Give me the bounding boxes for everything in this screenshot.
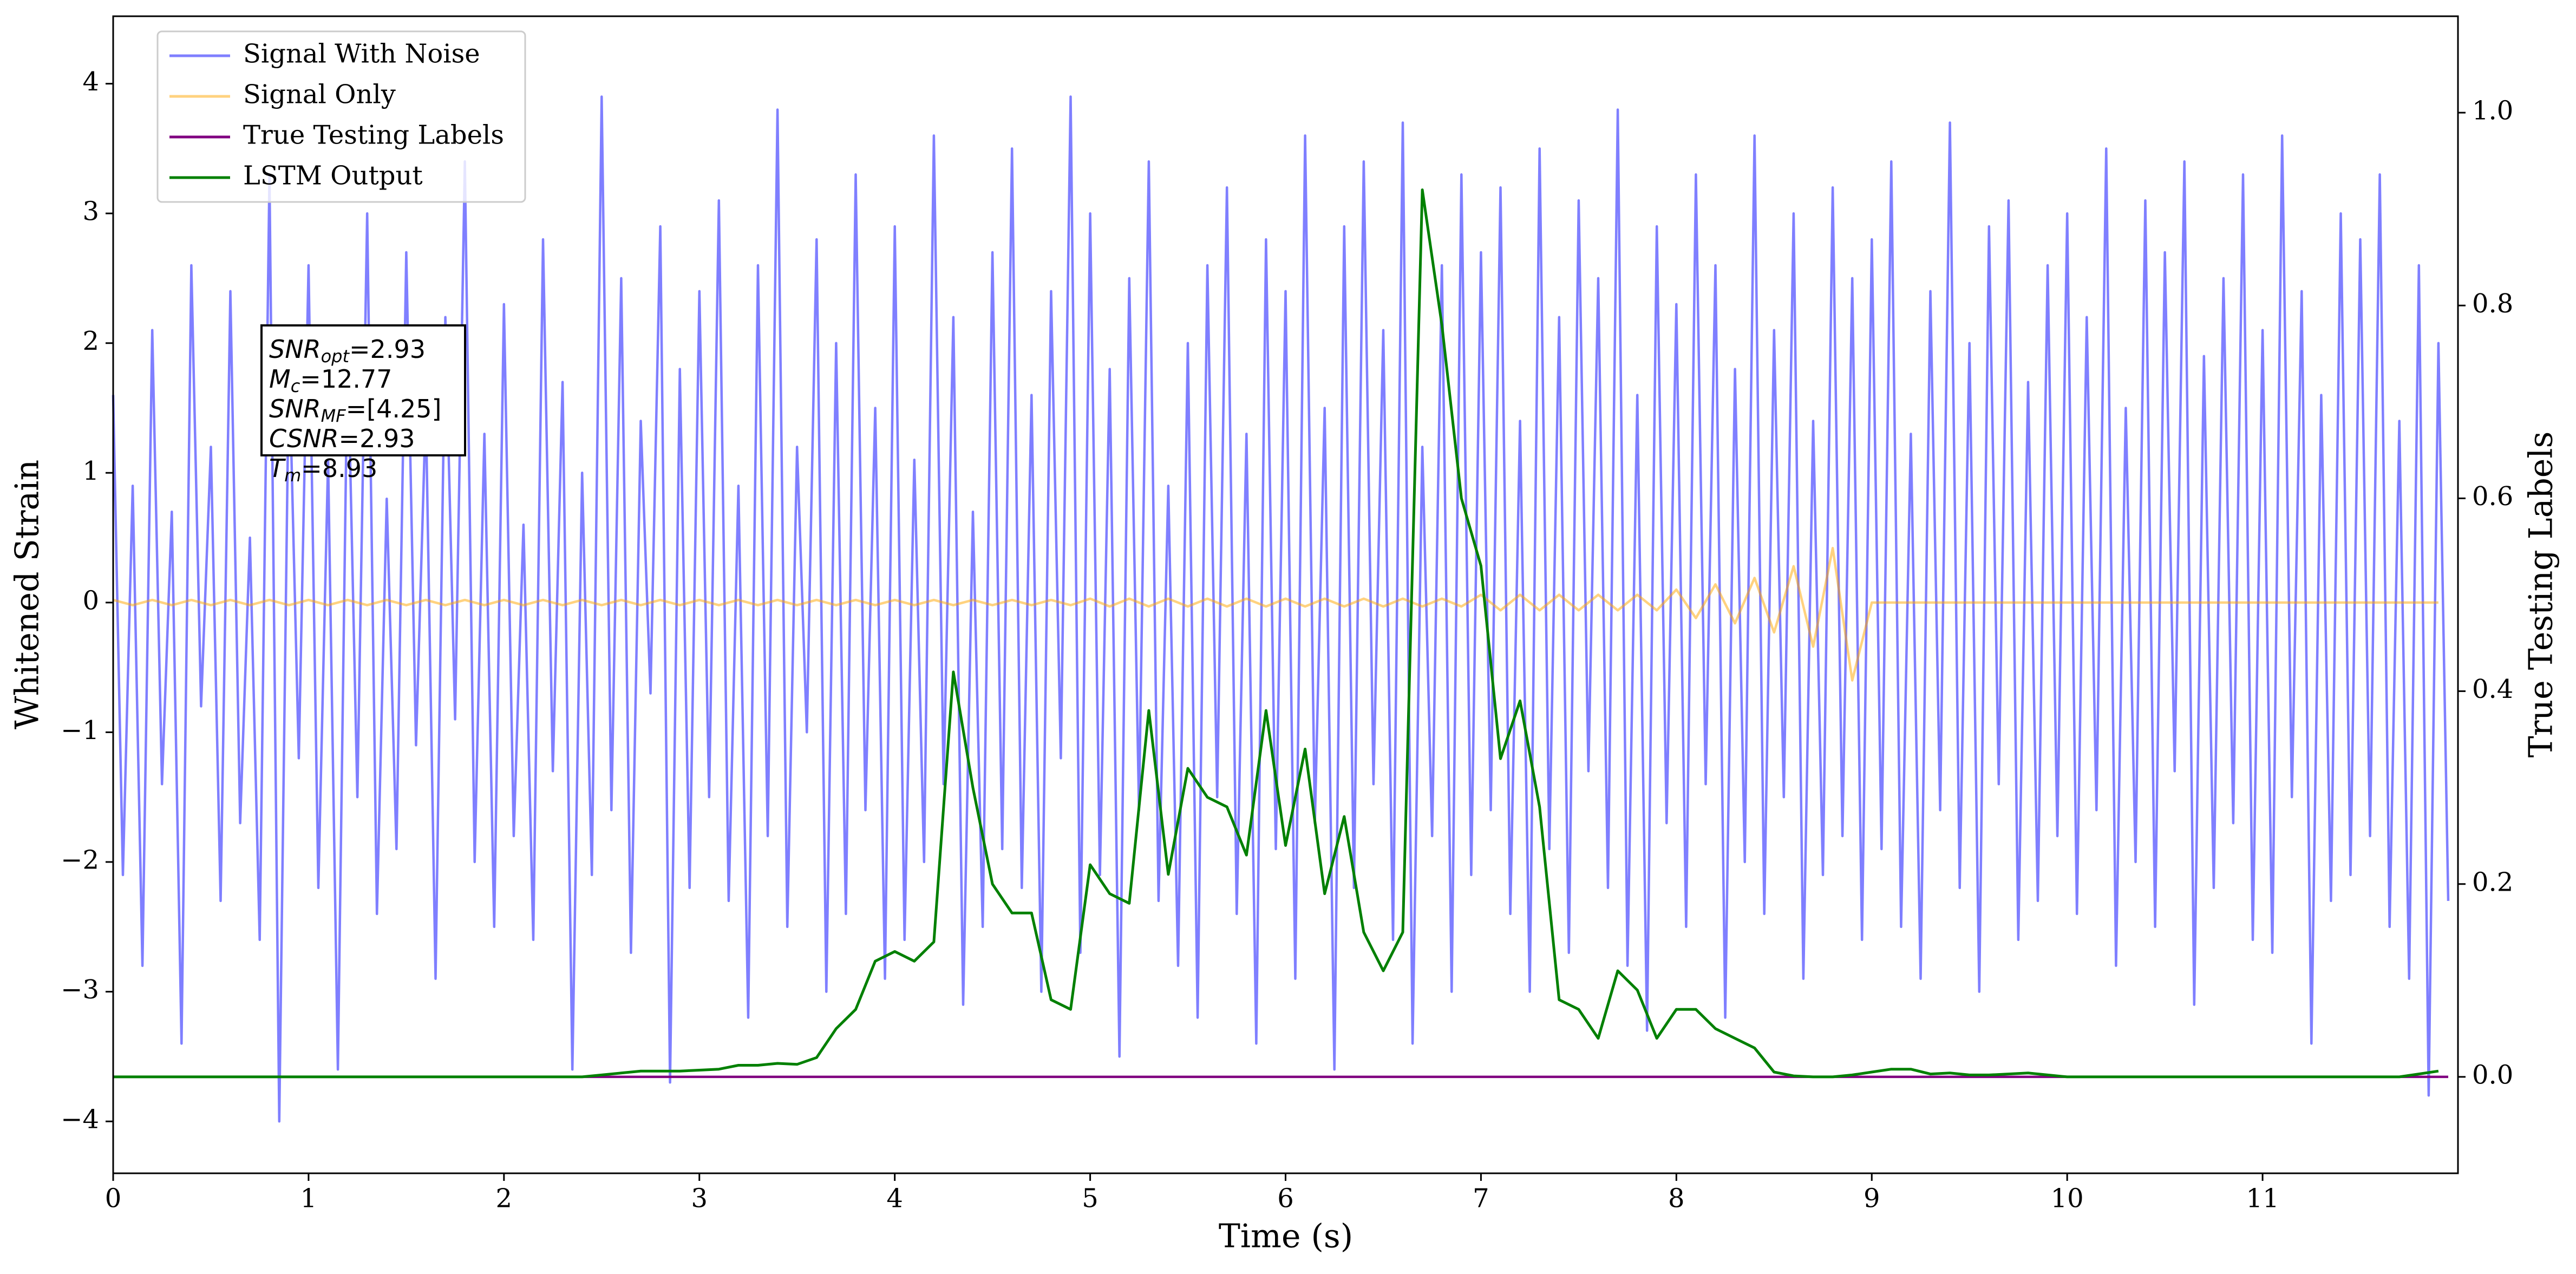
y2-tick-label: 0.4 [2472, 674, 2513, 704]
x-tick-label: 9 [1864, 1184, 1880, 1214]
annotation-line: CSNR=2.93 [269, 424, 415, 453]
y-tick-label: 2 [82, 326, 99, 356]
legend-box [156, 30, 526, 203]
annotation-value: =2.93 [349, 335, 426, 364]
series-line [112, 95, 2450, 1123]
x-tick-label: 8 [1668, 1184, 1685, 1214]
annotation-subscript: opt [321, 346, 350, 367]
annotation-value: =8.93 [301, 454, 377, 483]
annotation-box [260, 324, 466, 456]
y2-tick-label: 0.2 [2472, 867, 2513, 897]
y-tick-label: −2 [61, 845, 99, 876]
annotation-symbol: SNR [269, 335, 321, 364]
y2-tick-label: 1.0 [2472, 96, 2513, 126]
x-tick-label: 7 [1473, 1184, 1489, 1214]
annotation-symbol: SNR [269, 394, 321, 423]
annotation-line: SNRMF=[4.25] [269, 394, 441, 427]
series-line [113, 547, 2438, 682]
annotation-symbol: M [269, 364, 291, 394]
y-tick-label: 3 [82, 197, 99, 227]
annotation-value: =12.77 [300, 364, 392, 394]
y-axis-label: Whitened Strain [9, 460, 47, 729]
annotation-symbol: CSNR [269, 424, 339, 453]
y2-tick-label: 0.0 [2472, 1060, 2513, 1090]
x-tick-label: 0 [105, 1184, 122, 1214]
x-tick-label: 3 [691, 1184, 708, 1214]
y2-tick-label: 0.8 [2472, 289, 2513, 319]
x-tick-label: 1 [300, 1184, 317, 1214]
annotation-line: SNRopt=2.93 [269, 335, 426, 367]
y2-tick-label: 0.6 [2472, 481, 2513, 512]
annotation-symbol: T [269, 454, 286, 483]
annotation-subscript: m [284, 465, 301, 486]
y-tick-label: 1 [82, 456, 99, 486]
legend-label: True Testing Labels [243, 120, 504, 151]
annotation-line: Tm=8.93 [269, 454, 377, 486]
x-tick-label: 11 [2246, 1184, 2279, 1214]
x-tick-label: 10 [2051, 1184, 2084, 1214]
x-tick-label: 6 [1277, 1184, 1294, 1214]
x-axis-label: Time (s) [1219, 1218, 1353, 1256]
annotation-subscript: MF [321, 406, 346, 426]
y-tick-label: 0 [82, 585, 99, 616]
annotation-value: =2.93 [339, 424, 415, 453]
annotation-line: Mc=12.77 [269, 364, 393, 397]
x-tick-label: 4 [886, 1184, 903, 1214]
legend-label: LSTM Output [243, 161, 423, 191]
series-line [113, 188, 2439, 1079]
y2-axis-label: True Testing Labels [2522, 432, 2560, 758]
y-tick-label: 4 [82, 67, 99, 97]
legend-label: Signal With Noise [243, 39, 480, 69]
annotation-value: =[4.25] [346, 394, 442, 423]
annotation-subscript: c [291, 376, 300, 396]
y-tick-label: −3 [61, 975, 99, 1005]
x-tick-label: 2 [496, 1184, 513, 1214]
legend-label: Signal Only [243, 80, 396, 110]
y-tick-label: −4 [61, 1105, 99, 1135]
y-tick-label: −1 [61, 715, 99, 746]
x-tick-label: 5 [1082, 1184, 1099, 1214]
